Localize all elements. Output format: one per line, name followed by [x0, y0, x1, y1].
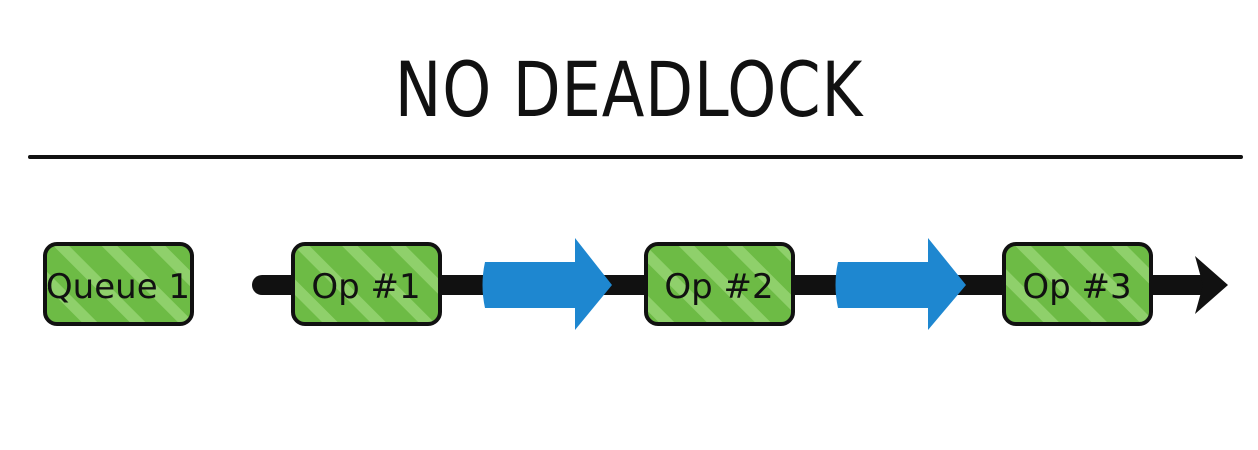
- timeline-arrowhead: [1195, 256, 1228, 314]
- op-box-3: Op #3: [1002, 242, 1153, 326]
- flow-arrow-2: [835, 238, 966, 330]
- title-divider: [28, 155, 1243, 159]
- op-label-3: Op #3: [1022, 267, 1131, 307]
- flow-arrow-1: [482, 238, 612, 330]
- diagram-title: NO DEADLOCK: [394, 45, 864, 134]
- op-box-2: Op #2: [644, 242, 795, 326]
- op-label-2: Op #2: [664, 267, 773, 307]
- queue-box: Queue 1: [43, 242, 194, 326]
- queue-label: Queue 1: [46, 267, 190, 307]
- op-label-1: Op #1: [311, 267, 420, 307]
- op-box-1: Op #1: [291, 242, 442, 326]
